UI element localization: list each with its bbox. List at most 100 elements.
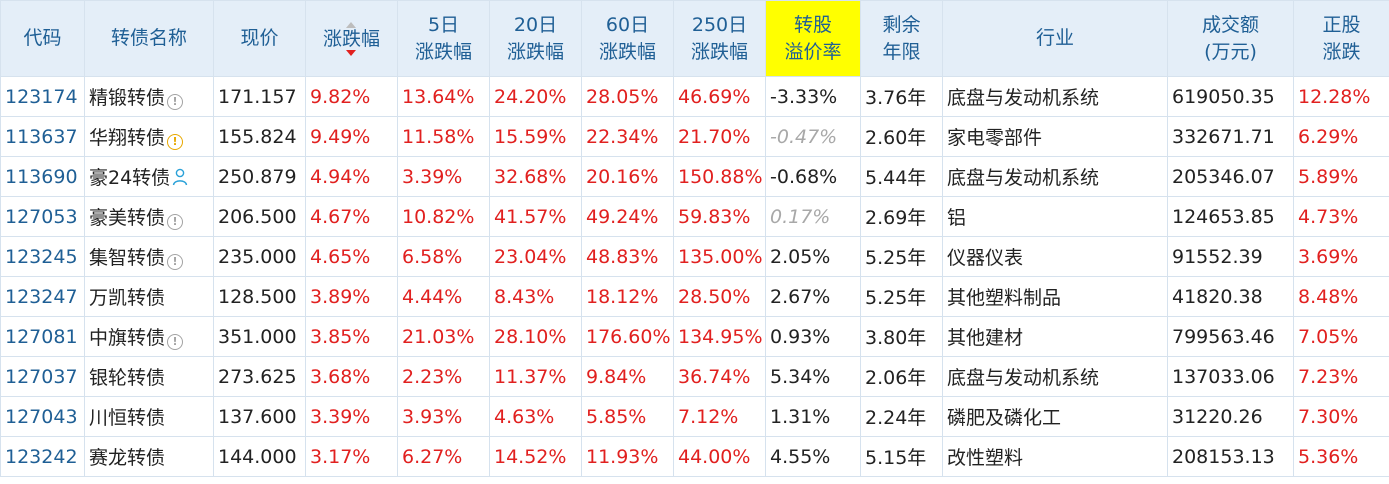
volume: 124653.85 — [1167, 196, 1294, 237]
volume: 799563.46 — [1167, 316, 1294, 357]
bond-code[interactable]: 113637 — [0, 116, 85, 157]
sort-desc-icon — [346, 49, 357, 56]
header-volume[interactable]: 成交额 (万元) — [1167, 0, 1294, 77]
table-row[interactable]: 113690 豪24转债 250.879 4.94% 3.39% 32.68% 20.16%… — [0, 156, 1389, 197]
bond-name[interactable]: 精锻转债 — [89, 87, 166, 109]
header-premium[interactable]: 转股 溢价率 — [765, 0, 861, 77]
bond-code[interactable]: 127053 — [0, 196, 85, 237]
conversion-premium: -3.33% — [765, 76, 861, 117]
change: 4.94% — [305, 156, 398, 197]
change-20d: 41.57% — [489, 196, 582, 237]
bond-code[interactable]: 127081 — [0, 316, 85, 357]
change-250d: 36.74% — [673, 356, 766, 397]
price: 351.000 — [213, 316, 306, 357]
header-industry[interactable]: 行业 — [942, 0, 1168, 77]
bond-name-cell[interactable]: 华翔转债! — [84, 116, 214, 157]
bond-name[interactable]: 川恒转债 — [89, 407, 166, 429]
table-row[interactable]: 127043 川恒转债 137.600 3.39% 3.93% 4.63% 5.85% 7.1… — [0, 396, 1389, 437]
header-price[interactable]: 现价 — [213, 0, 306, 77]
bond-name[interactable]: 豪24转债 — [89, 166, 171, 189]
header-name[interactable]: 转债名称 — [84, 0, 214, 77]
table-row[interactable]: 127037 银轮转债 273.625 3.68% 2.23% 11.37% 9.84% 36… — [0, 356, 1389, 397]
industry: 家电零部件 — [942, 116, 1168, 157]
bond-name[interactable]: 赛龙转债 — [89, 447, 166, 469]
table-row[interactable]: 123242 赛龙转债 144.000 3.17% 6.27% 14.52% 11.93% 4… — [0, 436, 1389, 477]
bond-name-cell[interactable]: 万凯转债 — [84, 276, 214, 317]
header-change[interactable]: 涨跌幅 — [305, 0, 398, 77]
bond-name[interactable]: 豪美转债 — [89, 207, 166, 229]
change-60d: 5.85% — [581, 396, 674, 437]
stock-change: 5.36% — [1293, 436, 1389, 477]
table-row[interactable]: 127053 豪美转债! 206.500 4.67% 10.82% 41.57% 49.24… — [0, 196, 1389, 237]
info-icon[interactable]: ! — [167, 254, 184, 270]
bond-name-cell[interactable]: 川恒转债 — [84, 396, 214, 437]
remaining-years: 3.80年 — [860, 316, 943, 357]
bond-name-cell[interactable]: 中旗转债! — [84, 316, 214, 357]
change-60d: 9.84% — [581, 356, 674, 397]
remaining-years: 5.44年 — [860, 156, 943, 197]
change-20d: 15.59% — [489, 116, 582, 157]
change: 4.67% — [305, 196, 398, 237]
conversion-premium: 0.17% — [765, 196, 861, 237]
bond-code[interactable]: 123247 — [0, 276, 85, 317]
bond-code[interactable]: 127043 — [0, 396, 85, 437]
bond-name[interactable]: 中旗转债 — [89, 327, 166, 349]
bond-name-cell[interactable]: 豪美转债! — [84, 196, 214, 237]
industry: 底盘与发动机系统 — [942, 156, 1168, 197]
change-250d: 46.69% — [673, 76, 766, 117]
info-icon[interactable]: ! — [167, 94, 184, 110]
conversion-premium: 1.31% — [765, 396, 861, 437]
bond-name-cell[interactable]: 豪24转债 — [84, 156, 214, 197]
change-250d: 59.83% — [673, 196, 766, 237]
remaining-years: 2.60年 — [860, 116, 943, 157]
bond-code[interactable]: 123242 — [0, 436, 85, 477]
bond-code[interactable]: 127037 — [0, 356, 85, 397]
header-stock-change[interactable]: 正股 涨跌 — [1293, 0, 1389, 77]
change-20d: 8.43% — [489, 276, 582, 317]
bond-name-cell[interactable]: 赛龙转债 — [84, 436, 214, 477]
warning-icon[interactable]: ! — [167, 134, 184, 150]
table-row[interactable]: 123245 集智转债! 235.000 4.65% 6.58% 23.04% 48.83%… — [0, 236, 1389, 277]
conversion-premium: 5.34% — [765, 356, 861, 397]
change: 3.89% — [305, 276, 398, 317]
header-5d-change[interactable]: 5日 涨跌幅 — [397, 0, 490, 77]
table-row[interactable]: 123247 万凯转债 128.500 3.89% 4.44% 8.43% 18.12% 28… — [0, 276, 1389, 317]
stock-change: 7.23% — [1293, 356, 1389, 397]
industry: 磷肥及磷化工 — [942, 396, 1168, 437]
change-5d: 11.58% — [397, 116, 490, 157]
remaining-years: 3.76年 — [860, 76, 943, 117]
volume: 31220.26 — [1167, 396, 1294, 437]
header-250d-change[interactable]: 250日 涨跌幅 — [673, 0, 766, 77]
info-icon[interactable]: ! — [167, 334, 184, 350]
header-60d-change[interactable]: 60日 涨跌幅 — [581, 0, 674, 77]
bond-name[interactable]: 华翔转债 — [89, 127, 166, 149]
bond-name[interactable]: 万凯转债 — [89, 287, 166, 309]
header-remaining-years[interactable]: 剩余 年限 — [860, 0, 943, 77]
industry: 铝 — [942, 196, 1168, 237]
bond-code[interactable]: 123245 — [0, 236, 85, 277]
change-5d: 3.93% — [397, 396, 490, 437]
header-code[interactable]: 代码 — [0, 0, 85, 77]
table-row[interactable]: 127081 中旗转债! 351.000 3.85% 21.03% 28.10% 176.6… — [0, 316, 1389, 357]
bond-code[interactable]: 123174 — [0, 76, 85, 117]
bond-name-cell[interactable]: 精锻转债! — [84, 76, 214, 117]
bond-name-cell[interactable]: 集智转债! — [84, 236, 214, 277]
stock-change: 12.28% — [1293, 76, 1389, 117]
change-60d: 11.93% — [581, 436, 674, 477]
bond-name[interactable]: 银轮转债 — [89, 367, 166, 389]
change-5d: 2.23% — [397, 356, 490, 397]
change-60d: 176.60% — [581, 316, 674, 357]
price: 235.000 — [213, 236, 306, 277]
change-250d: 21.70% — [673, 116, 766, 157]
header-20d-change[interactable]: 20日 涨跌幅 — [489, 0, 582, 77]
table-row[interactable]: 113637 华翔转债! 155.824 9.49% 11.58% 15.59% 22.34… — [0, 116, 1389, 157]
change-20d: 23.04% — [489, 236, 582, 277]
bond-code[interactable]: 113690 — [0, 156, 85, 197]
info-icon[interactable]: ! — [167, 214, 184, 230]
bond-name[interactable]: 集智转债 — [89, 247, 166, 269]
bond-name-cell[interactable]: 银轮转债 — [84, 356, 214, 397]
header-row: 代码 转债名称 现价 涨跌幅 5日 涨跌幅 20日 涨跌幅 60日 涨跌幅 250日涨… — [0, 0, 1389, 77]
change-60d: 49.24% — [581, 196, 674, 237]
user-icon[interactable] — [172, 168, 188, 191]
table-row[interactable]: 123174 精锻转债! 171.157 9.82% 13.64% 24.20% 28.05… — [0, 76, 1389, 117]
